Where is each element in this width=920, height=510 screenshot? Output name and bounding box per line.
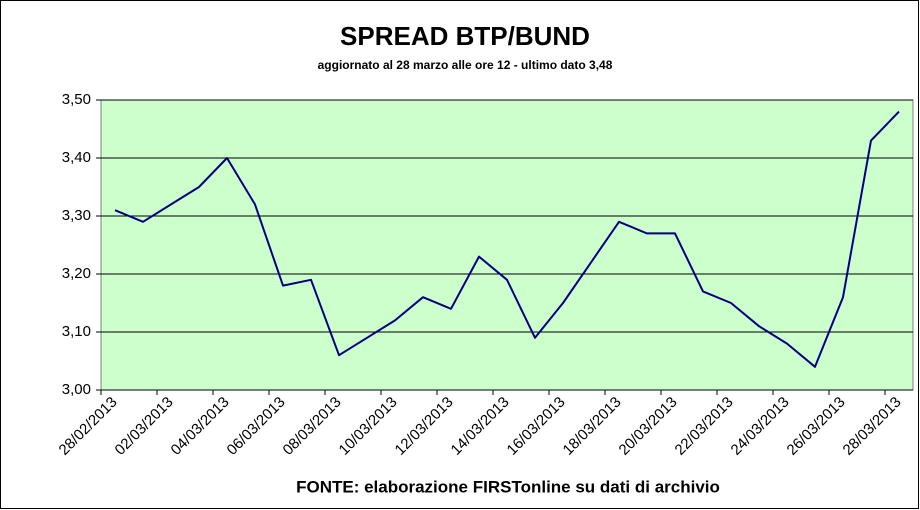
data-line: [114, 110, 900, 368]
chart-subtitle: aggiornato al 28 marzo alle ore 12 - ult…: [318, 58, 613, 72]
y-tick-label: 3,20: [62, 265, 91, 282]
chart-title: SPREAD BTP/BUND: [340, 21, 590, 51]
y-tick-label: 3,10: [62, 323, 91, 340]
y-tick-label: 3,30: [62, 207, 91, 224]
y-tick-label: 3,40: [62, 149, 91, 166]
source-note: FONTE: elaborazione FIRSTonline su dati …: [296, 477, 720, 496]
y-tick-label: 3,00: [62, 381, 91, 398]
y-tick-label: 3,50: [62, 91, 91, 108]
plot-area: [100, 99, 914, 391]
